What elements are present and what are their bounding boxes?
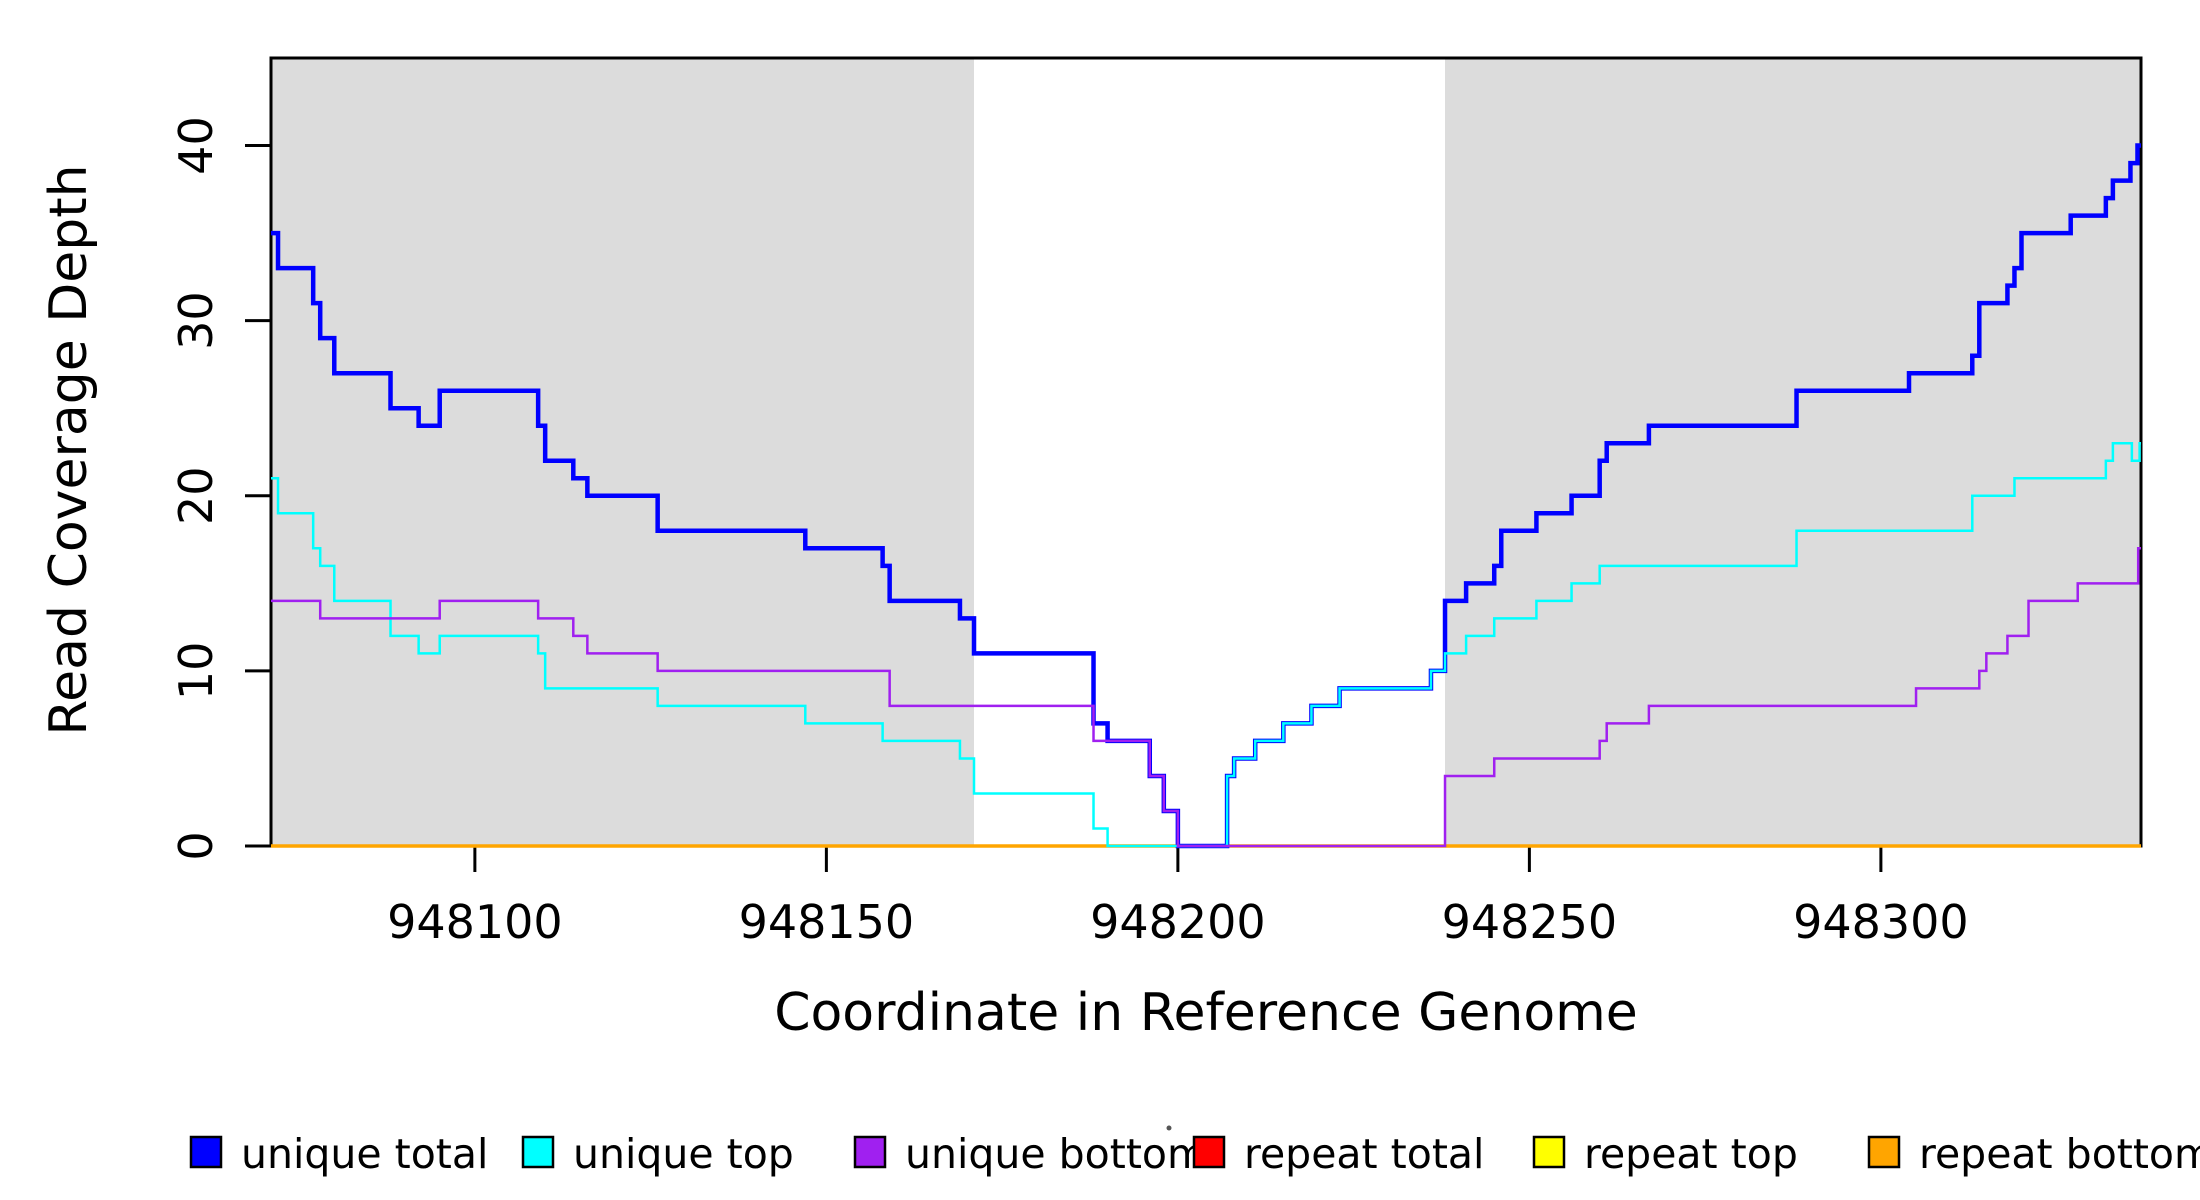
legend-swatch-unique-bottom xyxy=(853,1135,887,1169)
right-gray-region xyxy=(1445,58,2141,846)
x-axis: 948100 948150 948200 948250 948300 xyxy=(387,846,1969,949)
legend-label-repeat-top: repeat top xyxy=(1584,1130,1798,1178)
left-gray-region xyxy=(271,58,975,846)
legend-label-repeat-total: repeat total xyxy=(1244,1130,1484,1178)
legend-swatch-unique-total xyxy=(189,1135,223,1169)
x-tick-label: 948200 xyxy=(1090,895,1266,949)
x-tick-label: 948300 xyxy=(1793,895,1969,949)
shaded-regions xyxy=(271,58,2141,846)
y-tick-label: 40 xyxy=(169,116,223,175)
x-axis-title: Coordinate in Reference Genome xyxy=(774,983,1638,1043)
series-unique-bottom xyxy=(271,547,2141,848)
series-unique-top xyxy=(271,441,2141,848)
y-tick-label: 30 xyxy=(169,291,223,350)
legend-label-unique-bottom: unique bottom xyxy=(905,1130,1207,1178)
data-series xyxy=(271,143,2141,849)
legend-label-unique-total: unique total xyxy=(241,1130,488,1178)
legend-label-unique-top: unique top xyxy=(573,1130,794,1178)
legend-label-repeat-bottom: repeat bottom xyxy=(1919,1130,2200,1178)
x-tick-label: 948250 xyxy=(1442,895,1618,949)
y-tick-label: 20 xyxy=(169,467,223,526)
legend: unique total unique top unique bottom repea… xyxy=(189,1130,2200,1178)
y-tick-label: 0 xyxy=(169,831,223,860)
legend-swatch-repeat-total xyxy=(1192,1135,1226,1169)
y-axis-title: Read Coverage Depth xyxy=(39,164,99,735)
x-tick-label: 948150 xyxy=(739,895,915,949)
x-tick-label: 948100 xyxy=(387,895,563,949)
legend-swatch-repeat-bottom xyxy=(1867,1135,1901,1169)
stray-dot xyxy=(1166,1125,1172,1131)
y-tick-label: 10 xyxy=(169,642,223,701)
y-axis: 0 10 20 30 40 xyxy=(169,116,271,861)
legend-swatch-repeat-top xyxy=(1532,1135,1566,1169)
legend-swatch-unique-top xyxy=(521,1135,555,1169)
